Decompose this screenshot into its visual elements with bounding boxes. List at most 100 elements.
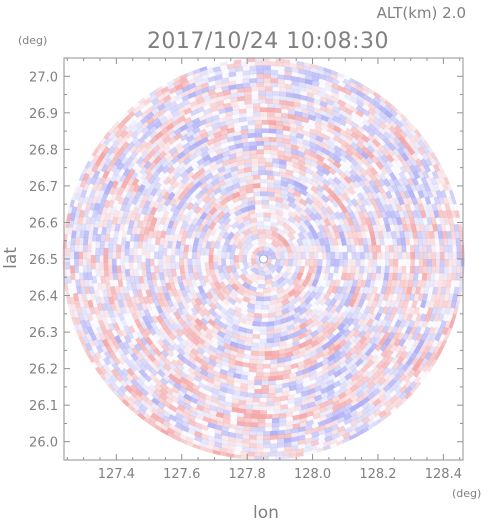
range-bin — [263, 300, 271, 306]
range-bin — [127, 168, 136, 177]
range-bin — [185, 380, 195, 388]
range-bin — [86, 251, 92, 259]
range-bin — [177, 115, 187, 124]
range-bin — [287, 304, 297, 313]
range-bin — [213, 144, 222, 152]
range-bin — [151, 117, 161, 126]
range-bin — [427, 259, 432, 267]
range-bin — [90, 216, 97, 225]
range-bin — [348, 433, 358, 442]
range-bin — [348, 298, 356, 308]
range-bin — [187, 419, 196, 427]
range-bin — [223, 102, 232, 109]
range-bin — [254, 61, 263, 66]
range-bin — [279, 99, 287, 106]
range-bin — [326, 194, 335, 203]
range-bin — [213, 135, 222, 143]
range-bin — [340, 237, 347, 246]
range-bin — [169, 203, 178, 213]
range-bin — [397, 177, 405, 187]
range-bin — [241, 291, 251, 299]
range-bin — [181, 411, 190, 419]
range-bin — [166, 348, 175, 358]
range-bin — [99, 199, 106, 209]
range-bin — [157, 363, 166, 373]
range-bin — [264, 422, 273, 428]
range-bin — [275, 209, 284, 217]
range-bin — [116, 244, 122, 253]
range-bin — [420, 357, 429, 367]
range-bin — [270, 149, 279, 155]
range-bin — [435, 251, 441, 260]
range-bin — [164, 396, 174, 405]
range-bin — [112, 356, 121, 366]
range-bin — [371, 299, 379, 309]
range-bin — [266, 329, 275, 335]
range-bin — [126, 209, 134, 219]
range-bin — [79, 329, 87, 339]
range-bin — [345, 223, 352, 233]
range-bin — [204, 394, 213, 402]
range-bin — [382, 131, 392, 140]
range-bin — [338, 371, 348, 380]
range-bin — [336, 199, 345, 208]
range-bin — [187, 265, 194, 274]
range-bin — [308, 373, 318, 381]
range-bin — [141, 268, 148, 277]
range-bin — [233, 454, 241, 460]
range-bin — [98, 136, 107, 146]
range-bin — [257, 283, 266, 289]
range-bin — [329, 279, 337, 288]
range-bin — [377, 143, 386, 153]
range-bin — [257, 347, 266, 352]
range-bin — [154, 89, 164, 98]
range-bin — [310, 180, 320, 189]
range-bin — [159, 387, 169, 396]
range-bin — [351, 259, 357, 267]
range-bin — [208, 262, 215, 270]
range-bin — [119, 129, 129, 139]
range-bin — [331, 199, 340, 208]
range-bin — [404, 237, 411, 246]
range-bin — [188, 148, 197, 157]
range-bin — [393, 251, 399, 260]
range-bin — [270, 141, 279, 147]
range-bin — [426, 306, 434, 316]
range-bin — [415, 158, 423, 168]
range-bin — [91, 209, 99, 218]
range-bin — [182, 142, 191, 151]
range-bin — [82, 313, 90, 322]
range-bin — [232, 178, 241, 185]
range-bin — [302, 367, 311, 375]
range-bin — [321, 133, 331, 142]
range-bin — [395, 230, 401, 239]
range-bin — [349, 414, 359, 422]
range-bin — [442, 237, 449, 246]
range-bin — [304, 307, 313, 316]
range-bin — [331, 87, 340, 95]
range-bin — [353, 335, 362, 345]
range-bin — [373, 111, 382, 120]
range-bin — [79, 279, 85, 288]
range-bin — [205, 240, 212, 249]
range-bin — [425, 272, 432, 281]
range-bin — [288, 372, 298, 379]
range-bin — [193, 375, 203, 383]
range-bin — [181, 230, 189, 239]
range-bin — [349, 96, 359, 104]
range-bin — [214, 82, 223, 90]
range-bin — [443, 216, 450, 226]
range-bin — [95, 247, 101, 256]
range-bin — [423, 326, 431, 336]
range-bin — [433, 279, 439, 288]
range-bin — [258, 170, 266, 176]
range-bin — [277, 82, 286, 89]
range-bin — [257, 229, 266, 235]
range-bin — [126, 367, 135, 377]
range-bin — [91, 163, 99, 173]
range-bin — [404, 123, 413, 133]
range-bin — [185, 120, 195, 129]
range-bin — [298, 178, 308, 186]
range-bin — [382, 331, 391, 341]
range-bin — [86, 258, 92, 267]
